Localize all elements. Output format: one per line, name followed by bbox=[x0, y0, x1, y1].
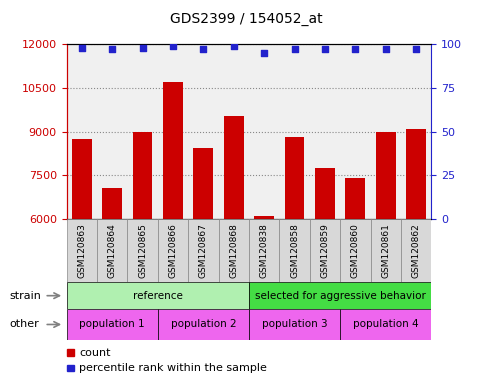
Point bbox=[199, 46, 208, 53]
Text: GSM120864: GSM120864 bbox=[107, 223, 117, 278]
Bar bbox=[193, 147, 213, 219]
Text: GSM120858: GSM120858 bbox=[290, 223, 299, 278]
Bar bbox=[158, 309, 249, 340]
Bar bbox=[401, 219, 431, 282]
Bar bbox=[127, 219, 158, 282]
Bar bbox=[72, 139, 92, 219]
Bar bbox=[67, 219, 97, 282]
Bar bbox=[102, 188, 122, 219]
Bar bbox=[249, 219, 280, 282]
Bar bbox=[310, 219, 340, 282]
Text: other: other bbox=[10, 319, 39, 329]
Text: GDS2399 / 154052_at: GDS2399 / 154052_at bbox=[170, 12, 323, 25]
Text: reference: reference bbox=[133, 291, 183, 301]
Bar bbox=[188, 219, 218, 282]
Text: selected for aggressive behavior: selected for aggressive behavior bbox=[255, 291, 425, 301]
Point bbox=[352, 46, 359, 53]
Point bbox=[412, 46, 420, 53]
Bar bbox=[254, 216, 274, 219]
Bar bbox=[371, 219, 401, 282]
Point bbox=[169, 43, 177, 49]
Text: GSM120868: GSM120868 bbox=[229, 223, 238, 278]
Text: GSM120859: GSM120859 bbox=[320, 223, 329, 278]
Bar bbox=[340, 309, 431, 340]
Text: GSM120863: GSM120863 bbox=[77, 223, 86, 278]
Bar bbox=[406, 129, 426, 219]
Text: strain: strain bbox=[10, 291, 42, 301]
Text: population 1: population 1 bbox=[79, 319, 145, 329]
Bar bbox=[67, 309, 158, 340]
Point bbox=[78, 45, 86, 51]
Bar bbox=[163, 82, 183, 219]
Bar bbox=[218, 219, 249, 282]
Text: GSM120867: GSM120867 bbox=[199, 223, 208, 278]
Text: GSM120865: GSM120865 bbox=[138, 223, 147, 278]
Point bbox=[321, 46, 329, 53]
Text: population 2: population 2 bbox=[171, 319, 236, 329]
Bar bbox=[284, 137, 305, 219]
Bar bbox=[249, 309, 340, 340]
Bar bbox=[315, 168, 335, 219]
Point bbox=[108, 46, 116, 53]
Bar bbox=[346, 178, 365, 219]
Point bbox=[139, 45, 146, 51]
Point bbox=[382, 46, 389, 53]
Bar bbox=[97, 219, 127, 282]
Point bbox=[230, 43, 238, 49]
Bar bbox=[340, 219, 371, 282]
Text: GSM120862: GSM120862 bbox=[412, 223, 421, 278]
Point bbox=[260, 50, 268, 56]
Bar bbox=[249, 282, 431, 309]
Text: population 4: population 4 bbox=[353, 319, 419, 329]
Point bbox=[291, 46, 299, 53]
Bar bbox=[133, 131, 152, 219]
Text: percentile rank within the sample: percentile rank within the sample bbox=[79, 363, 267, 373]
Text: GSM120860: GSM120860 bbox=[351, 223, 360, 278]
Text: GSM120861: GSM120861 bbox=[381, 223, 390, 278]
Text: population 3: population 3 bbox=[262, 319, 327, 329]
Bar bbox=[224, 116, 244, 219]
Bar bbox=[158, 219, 188, 282]
Bar bbox=[67, 282, 249, 309]
Bar bbox=[376, 131, 396, 219]
Bar bbox=[280, 219, 310, 282]
Text: GSM120838: GSM120838 bbox=[260, 223, 269, 278]
Text: count: count bbox=[79, 348, 111, 358]
Text: GSM120866: GSM120866 bbox=[169, 223, 177, 278]
